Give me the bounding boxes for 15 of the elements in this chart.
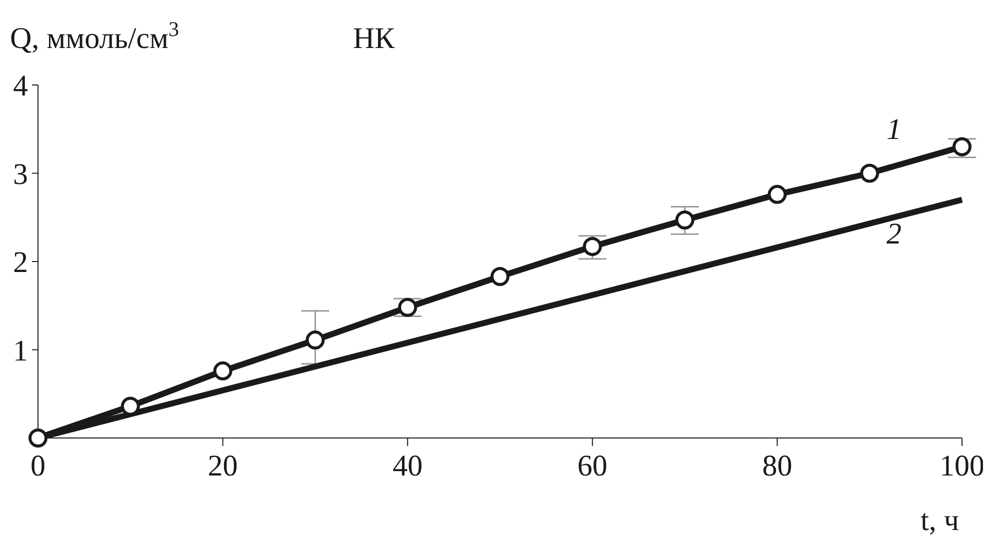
x-tick-label: 100: [940, 449, 984, 482]
y-tick-label: 4: [13, 70, 28, 103]
x-axis-title: t, ч: [920, 504, 959, 537]
series-label: 2: [886, 218, 902, 251]
x-tick-label: 40: [392, 449, 423, 482]
y-tick-label: 2: [13, 246, 28, 280]
x-tick-label: 60: [577, 449, 608, 482]
y-axis-title: Q, ммоль/см$^{3}$: [10, 17, 180, 55]
series-label: 1: [886, 112, 902, 146]
y-tick-label: 3: [13, 158, 28, 191]
x-tick-label: 0: [30, 449, 46, 482]
y-tick-label: 1: [13, 334, 28, 368]
x-tick-label: 80: [762, 449, 792, 482]
x-tick-label: 20: [208, 449, 238, 482]
chart-title: НК: [353, 22, 396, 55]
